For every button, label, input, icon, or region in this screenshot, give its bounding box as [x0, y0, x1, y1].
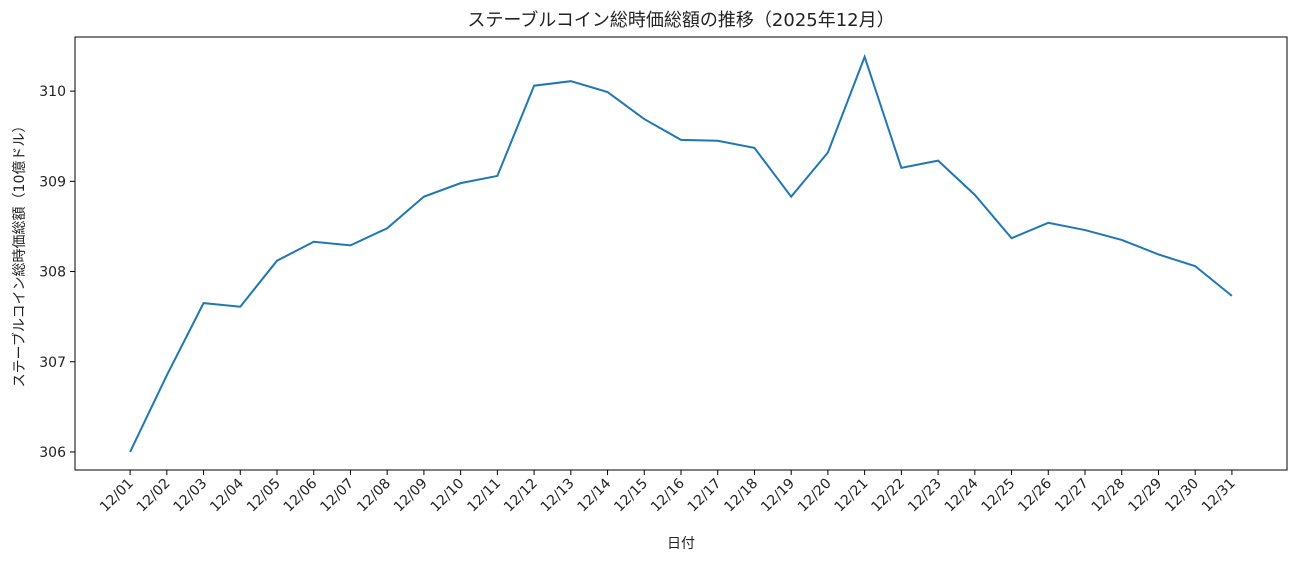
x-tick-label: 12/20 — [795, 476, 835, 516]
x-tick-label: 12/21 — [832, 476, 872, 516]
x-tick-label: 12/30 — [1162, 476, 1202, 516]
x-tick-label: 12/29 — [1125, 476, 1165, 516]
x-tick-label: 12/13 — [538, 476, 578, 516]
x-tick-label: 12/17 — [685, 476, 725, 516]
y-tick-label: 309 — [39, 174, 66, 190]
x-tick-label: 12/23 — [905, 476, 945, 516]
x-tick-label: 12/03 — [171, 476, 211, 516]
x-tick-label: 12/11 — [464, 476, 504, 516]
x-tick-label: 12/06 — [281, 475, 321, 515]
x-tick-label: 12/12 — [501, 476, 541, 516]
x-axis-label: 日付 — [667, 536, 695, 552]
x-tick-label: 12/16 — [648, 475, 688, 515]
x-tick-label: 12/25 — [979, 476, 1019, 516]
x-tick-label: 12/07 — [317, 476, 357, 516]
y-axis-label: ステーブルコイン総時価総額（10億ドル） — [11, 119, 28, 388]
x-tick-label: 12/04 — [207, 475, 247, 515]
x-tick-label: 12/28 — [1089, 476, 1129, 516]
y-tick-label: 308 — [39, 265, 66, 281]
y-tick-label: 310 — [39, 84, 66, 100]
line-series — [129, 53, 1233, 453]
x-tick-label: 12/18 — [721, 476, 761, 516]
x-tick-label: 12/15 — [611, 476, 651, 516]
x-tick-label: 12/26 — [1015, 475, 1055, 515]
x-tick-label: 12/08 — [354, 476, 394, 516]
x-tick-label: 12/10 — [428, 476, 468, 516]
x-tick-label: 12/27 — [1052, 476, 1092, 516]
x-tick-label: 12/14 — [575, 475, 615, 515]
chart-title: ステーブルコイン総時価総額の推移（2025年12月） — [467, 9, 894, 31]
x-tick-label: 12/22 — [868, 476, 908, 516]
y-tick-label: 306 — [39, 445, 66, 461]
plot-frame — [74, 36, 1288, 471]
x-tick-label: 12/02 — [134, 476, 174, 516]
x-tick-label: 12/24 — [942, 475, 982, 515]
y-tick-label: 307 — [39, 355, 66, 371]
x-tick-label: 12/01 — [97, 476, 137, 516]
x-tick-label: 12/05 — [244, 476, 284, 516]
x-tick-label: 12/19 — [758, 476, 798, 516]
x-tick-label: 12/31 — [1199, 476, 1239, 516]
x-tick-label: 12/09 — [391, 476, 431, 516]
